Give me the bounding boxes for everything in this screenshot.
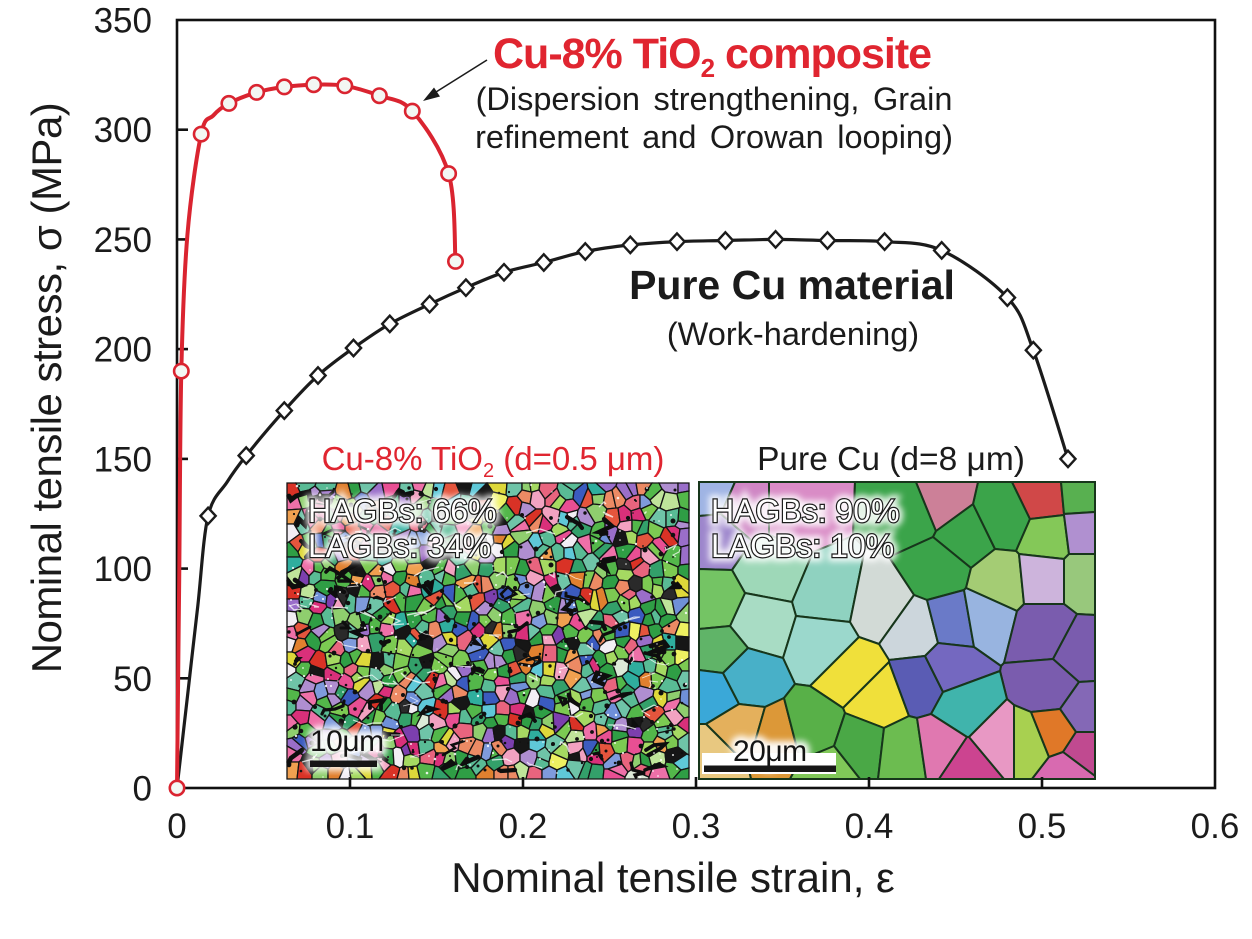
svg-text:HAGBs: 66%: HAGBs: 66% bbox=[308, 493, 497, 529]
svg-text:10μm: 10μm bbox=[310, 725, 384, 758]
svg-text:Pure Cu material: Pure Cu material bbox=[629, 262, 955, 308]
svg-text:0: 0 bbox=[167, 807, 186, 846]
svg-text:0.1: 0.1 bbox=[326, 807, 375, 846]
svg-text:Cu-8% TiO2 (d=0.5 μm): Cu-8% TiO2 (d=0.5 μm) bbox=[322, 440, 665, 482]
svg-text:0.5: 0.5 bbox=[1018, 807, 1067, 846]
svg-text:0: 0 bbox=[133, 770, 152, 809]
svg-text:0.4: 0.4 bbox=[845, 807, 894, 846]
svg-text:250: 250 bbox=[94, 221, 152, 260]
svg-text:(Work-hardening): (Work-hardening) bbox=[667, 316, 919, 352]
svg-text:HAGBs: 90%: HAGBs: 90% bbox=[711, 493, 900, 529]
svg-text:LAGBs: 10%: LAGBs: 10% bbox=[711, 528, 894, 564]
svg-text:(Dispersion strengthening, Gra: (Dispersion strengthening, Grain bbox=[476, 81, 953, 117]
svg-text:350: 350 bbox=[94, 2, 152, 41]
svg-text:LAGBs: 34%: LAGBs: 34% bbox=[308, 528, 491, 564]
svg-text:300: 300 bbox=[94, 111, 152, 150]
svg-text:150: 150 bbox=[94, 440, 152, 479]
svg-text:Nominal tensile stress, σ (MPa: Nominal tensile stress, σ (MPa) bbox=[23, 103, 70, 674]
svg-text:HAGBs: 66%: HAGBs: 66% bbox=[308, 493, 497, 529]
svg-text:0.2: 0.2 bbox=[499, 807, 548, 846]
svg-text:200: 200 bbox=[94, 331, 152, 370]
svg-text:0.3: 0.3 bbox=[672, 807, 721, 846]
svg-text:100: 100 bbox=[94, 550, 152, 589]
svg-text:20μm: 20μm bbox=[733, 735, 807, 768]
svg-text:50: 50 bbox=[113, 660, 152, 699]
svg-text:Nominal tensile strain, ε: Nominal tensile strain, ε bbox=[451, 854, 895, 901]
svg-text:LAGBs: 34%: LAGBs: 34% bbox=[308, 528, 491, 564]
svg-text:refinement and Orowan looping): refinement and Orowan looping) bbox=[475, 119, 953, 155]
svg-text:10μm: 10μm bbox=[310, 725, 384, 758]
svg-text:0.6: 0.6 bbox=[1191, 807, 1240, 846]
svg-text:LAGBs: 10%: LAGBs: 10% bbox=[711, 528, 894, 564]
svg-text:HAGBs: 90%: HAGBs: 90% bbox=[711, 493, 900, 529]
svg-text:Pure Cu (d=8 μm): Pure Cu (d=8 μm) bbox=[757, 441, 1025, 478]
